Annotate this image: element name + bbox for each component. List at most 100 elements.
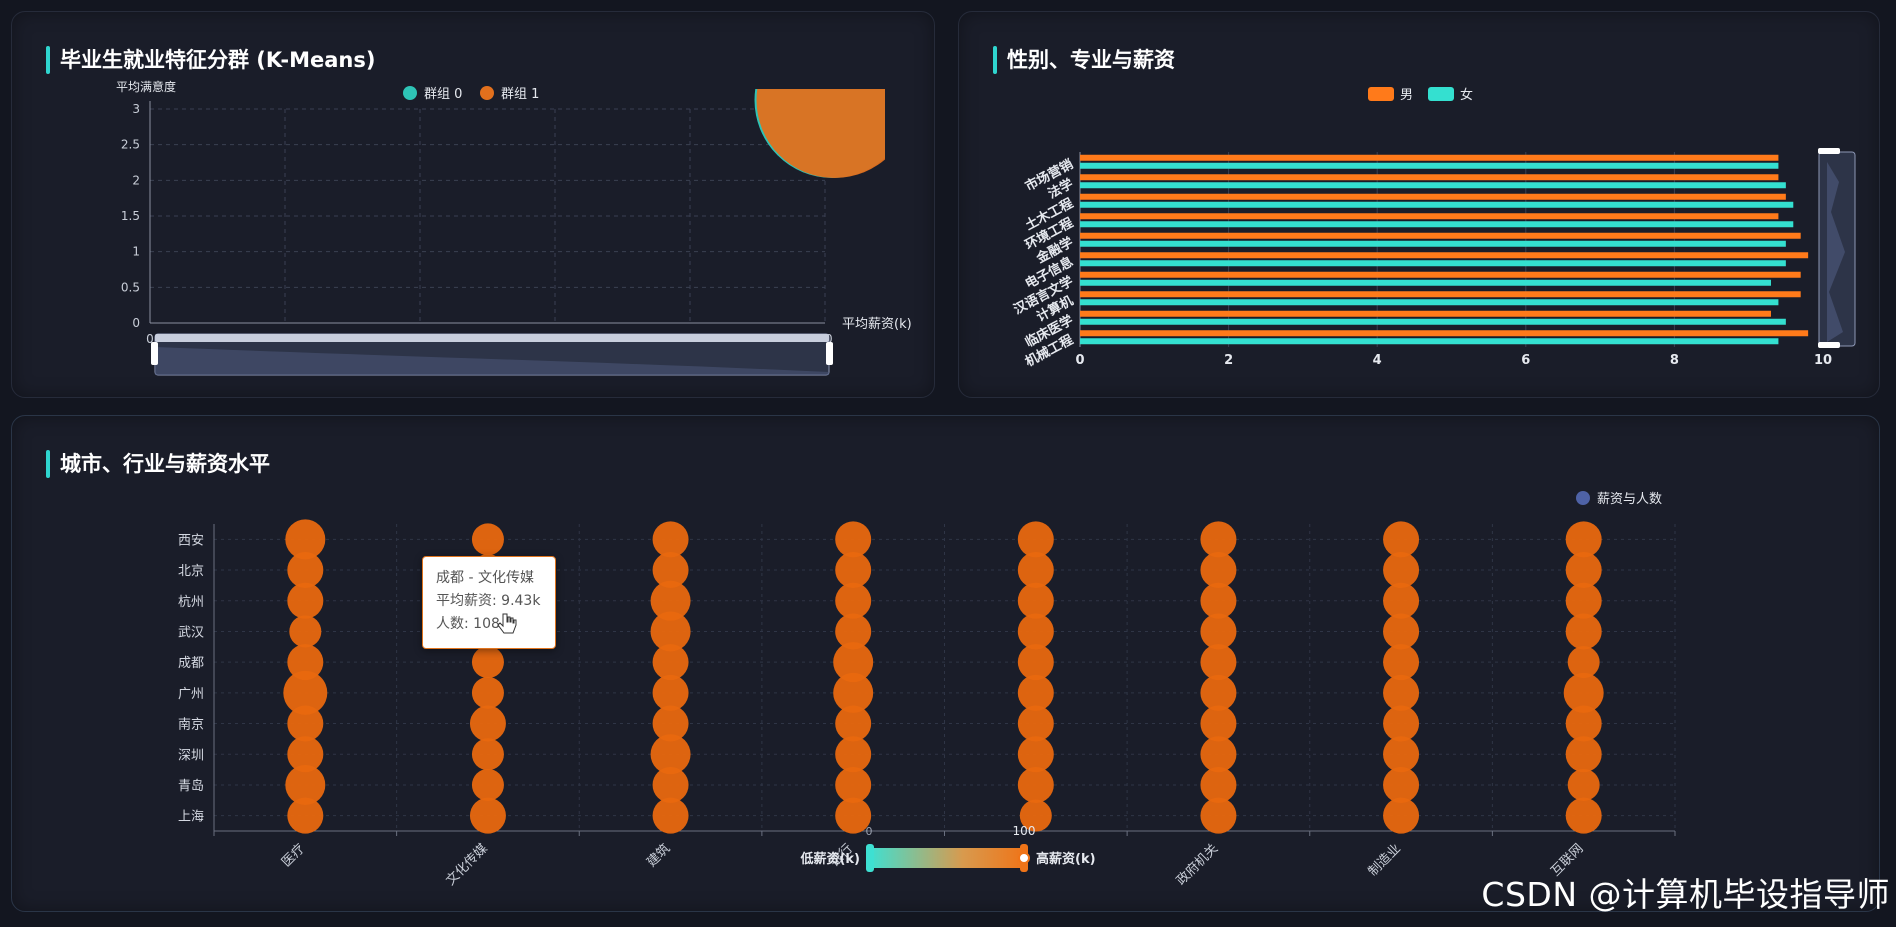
bubble — [1383, 674, 1420, 711]
bubble — [1383, 613, 1420, 650]
bubble — [1565, 705, 1602, 742]
bar — [1080, 252, 1809, 259]
bubble — [471, 768, 504, 801]
tooltip-header: 成都 - 文化传媒 — [436, 570, 534, 586]
x-tick-label: 2 — [1224, 353, 1233, 368]
legend-marker — [480, 86, 494, 100]
bubble — [1200, 613, 1237, 650]
bubble — [289, 615, 322, 648]
bubble — [835, 582, 872, 619]
city-industry-title: 城市、行业与薪资水平 — [46, 450, 270, 478]
bubble — [1200, 736, 1237, 773]
bubble — [287, 644, 324, 681]
kmeans-title: 毕业生就业特征分群 (K-Means) — [46, 46, 375, 74]
y-tick-label: 1.5 — [121, 209, 140, 223]
bar — [1080, 174, 1779, 181]
datazoom-right-handle — [826, 342, 833, 365]
bar — [1080, 201, 1794, 208]
bar — [1080, 232, 1801, 239]
bubble — [1565, 521, 1602, 558]
bubble — [1383, 552, 1420, 589]
visualmap-max-label: 高薪资(k) — [1036, 851, 1096, 867]
bubble — [287, 705, 324, 742]
kmeans-panel: 毕业生就业特征分群 (K-Means) 024681000.511.522.53… — [11, 11, 935, 398]
bubble — [650, 734, 691, 775]
bubble — [1383, 736, 1420, 773]
y-tick-label: 北京 — [178, 564, 204, 579]
y-tick-label: 武汉 — [178, 625, 204, 640]
bubble — [1383, 705, 1420, 742]
bubble — [833, 642, 874, 683]
bubble — [1200, 674, 1237, 711]
bubble — [285, 764, 326, 805]
gender-salary-chart[interactable]: 0 2 4 6 8 10男 女机械工程临床医学计算机汉语言文学电子信息金融学环境工程土木工程… — [959, 12, 1879, 397]
bubble — [287, 797, 324, 834]
datazoom-preview — [155, 347, 829, 375]
bubble — [1017, 521, 1054, 558]
bubble — [835, 705, 872, 742]
y-tick-label: 2.5 — [121, 138, 140, 152]
visualmap-max-value: 100 — [1013, 824, 1036, 838]
bubble — [835, 552, 872, 589]
x-tick-label: 6 — [1521, 353, 1530, 368]
bubble — [1383, 644, 1420, 681]
bubble — [1017, 705, 1054, 742]
x-tick-label: 8 — [1670, 353, 1679, 368]
bar — [1080, 154, 1779, 161]
bubble — [1383, 582, 1420, 619]
bubble — [835, 613, 872, 650]
bar — [1080, 271, 1801, 278]
bubble — [1200, 766, 1237, 803]
bubble — [835, 521, 872, 558]
bubble — [1567, 646, 1600, 679]
bubble — [652, 797, 689, 834]
bar — [1080, 330, 1809, 337]
bubble — [1200, 582, 1237, 619]
y-tick-label: 3 — [132, 102, 140, 116]
y-axis-label: 平均满意度 — [116, 79, 176, 94]
bubble — [1565, 552, 1602, 589]
bubble — [287, 736, 324, 773]
bar — [1080, 182, 1786, 189]
bubble — [287, 552, 324, 589]
visualmap-min-label: 低薪资(k) — [799, 851, 860, 867]
bar — [1080, 299, 1779, 306]
bubble — [283, 670, 328, 715]
legend-marker — [1368, 87, 1394, 101]
x-tick-label: 文化传媒 — [443, 841, 490, 888]
datazoom-bottom-handle — [1818, 342, 1840, 348]
legend-label: 女 — [1460, 87, 1473, 103]
y-tick-label: 1 — [132, 245, 140, 259]
bar — [1080, 279, 1771, 286]
bubble — [833, 672, 874, 713]
bubble — [471, 676, 504, 709]
legend-marker — [1576, 491, 1590, 505]
bubble — [1017, 766, 1054, 803]
kmeans-point — [756, 89, 885, 178]
y-tick-label: 上海 — [178, 810, 204, 825]
x-tick-label: 0 — [1075, 353, 1084, 368]
bubble — [1565, 582, 1602, 619]
bubble — [1383, 521, 1420, 558]
bar — [1080, 162, 1779, 169]
legend-marker — [403, 86, 417, 100]
y-tick-label: 青岛 — [178, 778, 204, 794]
y-tick-label: 广州 — [178, 687, 204, 702]
bar — [1080, 193, 1786, 200]
bubble — [1017, 736, 1054, 773]
bubble — [1017, 582, 1054, 619]
bubble — [287, 582, 324, 619]
city-industry-panel: 城市、行业与薪资水平 上海 青岛 深圳 南京 广州 成都 武汉 杭州 北京 西安 医疗 文化传媒 建筑银… — [11, 415, 1880, 912]
legend-marker — [1428, 87, 1454, 101]
visualmap-min-value: 0 — [866, 825, 873, 838]
bubble — [1565, 797, 1602, 834]
bubble — [1200, 552, 1237, 589]
x-tick-label: 10 — [1814, 353, 1832, 368]
bubble — [1200, 705, 1237, 742]
y-tick-label: 杭州 — [178, 595, 204, 610]
datazoom-handle-bar — [155, 334, 829, 342]
bubble — [835, 797, 872, 834]
x-tick-label: 制造业 — [1366, 841, 1404, 879]
